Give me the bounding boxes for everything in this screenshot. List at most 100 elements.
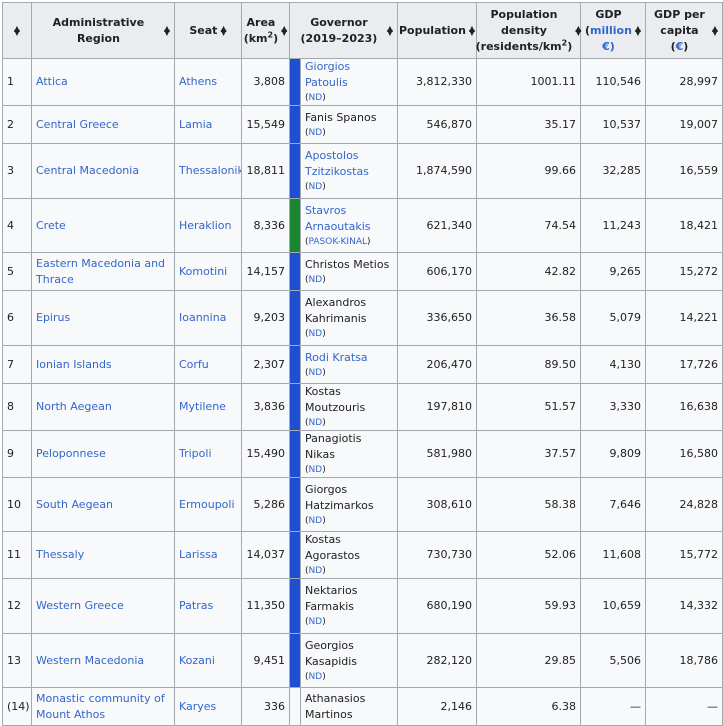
seat-link[interactable]: Ioannina xyxy=(179,311,227,324)
seat-link[interactable]: Tripoli xyxy=(179,447,212,460)
header-row: Administrative Region Seat Area(km2) Gov… xyxy=(2,2,723,59)
seat-link[interactable]: Mytilene xyxy=(179,400,226,413)
area-cell: 11,350 xyxy=(241,578,290,634)
sort-header-gdp-per-capita[interactable]: GDP per capita (€) xyxy=(645,2,723,59)
seat-link[interactable]: Ermoupoli xyxy=(179,497,235,511)
seat-link[interactable]: Komotini xyxy=(179,264,228,278)
party-link[interactable]: ND xyxy=(308,93,323,103)
gdp-per-capita-cell: 16,638 xyxy=(645,383,723,431)
gdp-per-capita-cell: 16,559 xyxy=(645,143,723,199)
row-number: 10 xyxy=(2,477,32,532)
sort-header-area[interactable]: Area (km2) xyxy=(241,2,290,59)
sort-header-gdp[interactable]: GDP (million €) xyxy=(580,2,647,59)
governor-cell: Giorgos Hatzimarkos (ND) xyxy=(299,477,399,532)
party-link[interactable]: ND xyxy=(308,617,323,627)
region-link[interactable]: Peloponnese xyxy=(36,447,106,460)
region-link[interactable]: Ionian Islands xyxy=(36,357,112,371)
region-cell: Western Greece xyxy=(31,578,175,634)
governor-cell: Kostas Agorastos (ND) xyxy=(299,531,399,579)
row-number: 12 xyxy=(2,578,32,634)
governor-cell: Kostas Moutzouris (ND) xyxy=(299,383,399,431)
row-number: 1 xyxy=(2,58,32,106)
party-link[interactable]: ND xyxy=(308,465,323,475)
area-cell: 3,808 xyxy=(241,58,290,106)
party-label: (ND) xyxy=(305,617,326,627)
table-row: 9 Peloponnese Tripoli 15,490 Panagiotis Nika… xyxy=(2,430,723,478)
density-cell: 42.82 xyxy=(476,252,582,291)
region-link[interactable]: Central Macedonia xyxy=(36,164,140,177)
party-label: (ND) xyxy=(305,418,326,428)
sort-header-population[interactable]: Population xyxy=(397,2,478,59)
region-link[interactable]: Thessaly xyxy=(36,548,85,561)
seat-link[interactable]: Kozani xyxy=(179,653,215,667)
area-cell: 18,811 xyxy=(241,143,290,199)
region-cell: Eastern Macedonia and Thrace xyxy=(31,252,175,291)
region-link[interactable]: Western Greece xyxy=(36,599,124,612)
seat-cell: Ioannina xyxy=(174,290,242,346)
party-link[interactable]: ND xyxy=(308,566,323,576)
seat-link[interactable]: Larissa xyxy=(179,548,218,561)
area-cell: 15,549 xyxy=(241,105,290,144)
governor-cell: Rodi Kratsa (ND) xyxy=(299,345,399,384)
euro-link[interactable]: € xyxy=(675,39,684,53)
party-label: (ND) xyxy=(305,127,326,138)
governor-link[interactable]: Giorgios Patoulis xyxy=(305,60,351,89)
table-row: 12 Western Greece Patras 11,350 Nektarios Fa… xyxy=(2,578,723,634)
governor-name: Giorgos Hatzimarkos xyxy=(305,482,374,512)
row-number: 3 xyxy=(2,143,32,199)
table-row: (14) Monastic community of Mount Athos Kar… xyxy=(2,687,723,726)
seat-cell: Corfu xyxy=(174,345,242,384)
governor-link[interactable]: Rodi Kratsa xyxy=(305,350,368,364)
seat-link[interactable]: Corfu xyxy=(179,357,209,371)
party-link[interactable]: ND xyxy=(308,329,323,339)
party-color-swatch xyxy=(289,687,301,726)
sort-header-region[interactable]: Administrative Region xyxy=(31,2,175,59)
region-link[interactable]: Western Macedonia xyxy=(36,653,145,667)
seat-link[interactable]: Heraklion xyxy=(179,218,232,232)
party-link[interactable]: ND xyxy=(308,127,323,138)
party-label: (ND) xyxy=(305,182,326,192)
governor-link[interactable]: Apostolos Tzitzikostas xyxy=(305,149,369,178)
party-color-swatch xyxy=(289,290,301,346)
sort-header-governor[interactable]: Governor (2019–2023) xyxy=(288,2,399,59)
region-link[interactable]: South Aegean xyxy=(36,497,114,511)
party-label: (ND) xyxy=(305,367,326,378)
sort-header-seat[interactable]: Seat xyxy=(174,2,242,59)
region-link[interactable]: Epirus xyxy=(36,311,71,324)
seat-link[interactable]: Lamia xyxy=(179,117,213,131)
region-cell: Central Macedonia xyxy=(31,143,175,199)
seat-link[interactable]: Thessaloniki xyxy=(179,164,242,177)
region-link[interactable]: Crete xyxy=(36,218,66,232)
region-link[interactable]: Monastic community of Mount Athos xyxy=(36,691,165,721)
region-link[interactable]: North Aegean xyxy=(36,400,112,413)
region-link[interactable]: Central Greece xyxy=(36,117,119,131)
region-link[interactable]: Eastern Macedonia and Thrace xyxy=(36,256,166,286)
sort-header-density[interactable]: Population density (residents/km2) xyxy=(476,2,582,59)
region-link[interactable]: Attica xyxy=(36,75,68,88)
seat-link[interactable]: Karyes xyxy=(179,699,217,713)
gdp-cell: 32,285 xyxy=(580,143,647,199)
party-link[interactable]: ND xyxy=(308,515,323,526)
seat-link[interactable]: Athens xyxy=(179,75,218,88)
party-link[interactable]: PASOK-KINAL xyxy=(308,236,367,247)
density-cell: 58.38 xyxy=(476,477,582,532)
table-row: 10 South Aegean Ermoupoli 5,286 Giorgos Hatz… xyxy=(2,477,723,532)
party-link[interactable]: ND xyxy=(308,182,323,192)
governor-name: Panagiotis Nikas xyxy=(305,432,362,461)
governor-name: Athanasios Martinos xyxy=(305,691,366,721)
gdp-per-capita-cell: 14,221 xyxy=(645,290,723,346)
governor-link[interactable]: Stavros Arnaoutakis xyxy=(305,203,371,233)
party-link[interactable]: ND xyxy=(308,418,323,428)
party-link[interactable]: ND xyxy=(308,274,323,285)
million-link[interactable]: million xyxy=(589,23,632,37)
sort-header-number[interactable] xyxy=(2,2,32,59)
seat-link[interactable]: Patras xyxy=(179,599,214,612)
seat-cell: Ermoupoli xyxy=(174,477,242,532)
governor-name: Kostas Agorastos xyxy=(305,533,361,562)
party-link[interactable]: ND xyxy=(308,671,323,682)
gdp-cell: 3,330 xyxy=(580,383,647,431)
row-number: 4 xyxy=(2,198,32,253)
party-link[interactable]: ND xyxy=(308,367,323,378)
governor-name: Nektarios Farmakis xyxy=(305,584,358,613)
